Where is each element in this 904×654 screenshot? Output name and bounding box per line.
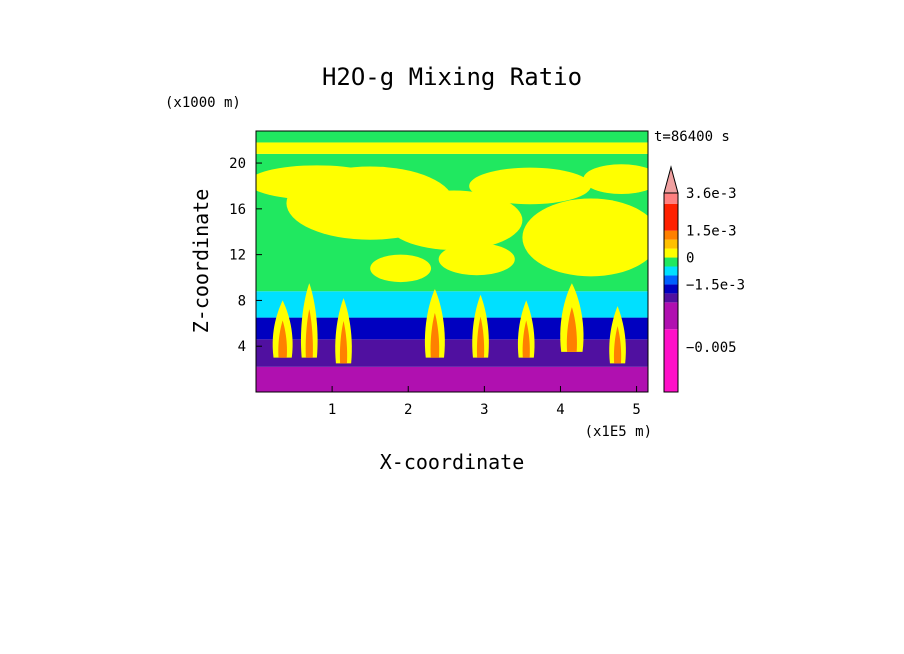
contour-band-5 (256, 142, 648, 154)
x-axis-ticks: 1 2 3 4 5 (328, 386, 641, 418)
plume-core-6 (566, 307, 577, 352)
plot-area (256, 131, 648, 392)
x-tick-label-0: 1 (328, 402, 336, 418)
colorbar-level-3 (664, 284, 678, 294)
x-tick-label-3: 4 (556, 402, 564, 418)
contour-band-0 (256, 366, 648, 392)
moist-region-3 (256, 165, 386, 200)
colorbar-level-8 (664, 239, 678, 249)
x-axis-label: X-coordinate (380, 450, 525, 474)
colorbar-tick-label-2: 0 (686, 251, 694, 267)
colorbar-tick-label-1: 1.5e-3 (686, 224, 737, 240)
moist-region-7 (370, 254, 432, 283)
plume-core-7 (613, 326, 622, 364)
y-scale-note: (x1000 m) (165, 95, 241, 111)
y-tick-label-0: 4 (238, 339, 246, 355)
colorbar-level-7 (664, 248, 678, 258)
x-scale-note: (x1E5 m) (585, 424, 652, 440)
time-label: t=86400 s (654, 129, 730, 145)
colorbar-level-10 (664, 203, 678, 231)
colorbar-level-1 (664, 302, 678, 330)
y-tick-label-2: 12 (229, 248, 246, 264)
moist-regions (256, 164, 648, 283)
y-tick-label-1: 8 (238, 293, 246, 309)
plume-core-2 (339, 320, 348, 364)
colorbar-tick-label-0: 3.6e-3 (686, 186, 737, 202)
y-tick-label-4: 20 (229, 156, 246, 172)
colorbar-level-2 (664, 293, 678, 303)
moist-region-1 (385, 190, 523, 251)
x-tick-label-1: 2 (404, 402, 412, 418)
plume-core-5 (522, 320, 530, 358)
colorbar-level-5 (664, 266, 678, 276)
colorbar-frame (663, 192, 679, 393)
y-axis-label: Z-coordinate (189, 189, 213, 334)
moist-region-5 (583, 164, 648, 194)
y-tick-label-3: 16 (229, 202, 246, 218)
moist-region-2 (522, 198, 648, 277)
chart-title: H2O-g Mixing Ratio (322, 63, 582, 91)
colorbar-level-9 (664, 230, 678, 240)
plot-frame (255, 130, 649, 393)
plume-core-4 (476, 316, 485, 358)
plume-core-1 (305, 309, 313, 358)
x-tick-label-2: 3 (480, 402, 488, 418)
plume-core-0 (278, 320, 287, 358)
contour-band-3 (256, 291, 648, 318)
colorbar-tick-labels: 3.6e-3 1.5e-3 0 −1.5e-3 −0.005 (686, 186, 745, 356)
contour-band-6 (256, 131, 648, 143)
y-axis-ticks: 4 8 12 16 20 (229, 156, 262, 355)
colorbar-overflow-arrow (663, 165, 679, 194)
x-tick-label-4: 5 (632, 402, 640, 418)
moist-region-4 (469, 167, 591, 205)
colorbar-level-4 (664, 275, 678, 285)
colorbar-tick-label-3: −1.5e-3 (686, 277, 745, 293)
colorbar-level-11 (664, 193, 678, 204)
moist-region-6 (438, 243, 515, 276)
colorbar-level-6 (664, 257, 678, 267)
colorbar (663, 165, 679, 393)
contour-band-2 (256, 317, 648, 340)
colorbar-level-0 (664, 329, 678, 392)
convective-plumes (272, 283, 626, 364)
plume-core-3 (430, 313, 440, 358)
colorbar-tick-label-4: −0.005 (686, 340, 737, 356)
